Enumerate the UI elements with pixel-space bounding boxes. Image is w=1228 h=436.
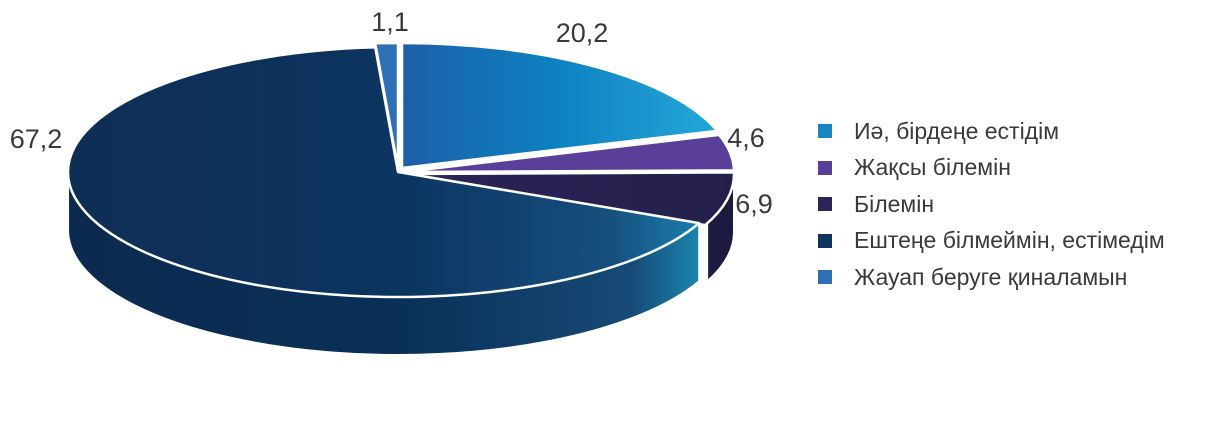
legend-item: Жақсы білемін [818,154,1165,180]
pie-slice [402,133,736,174]
legend-item: Иә, бірдеңе естідім [818,117,1165,144]
legend-label: Ештеңе білмеймін, естімедім [854,227,1165,253]
legend-item: Ештеңе білмеймін, естімедім [818,227,1165,253]
legend-swatch [818,233,832,248]
data-label: 1,1 [371,7,409,37]
data-label: 20,2 [556,18,609,48]
legend-label: Жақсы білемін [854,154,1011,180]
legend-swatch [818,197,832,211]
data-label: 6,9 [735,189,773,219]
legend-swatch [818,124,832,138]
data-label: 67,2 [10,124,63,154]
pie-slice [400,41,719,170]
legend-swatch [818,160,832,175]
legend-item: Жауап беруге қиналамын [818,263,1165,290]
pie-slice [402,171,736,227]
pie-slice [66,46,701,299]
pie-chart: 20,2 4,6 6,9 67,2 1,1 [10,7,773,356]
pie-slice [373,41,400,170]
legend-label: Білемін [854,190,935,217]
data-label: 4,6 [727,123,765,153]
legend-label: Жауап беруге қиналамын [854,263,1128,290]
legend: Иә, бірдеңе естідім Жақсы білемін Білемін Е… [818,117,1165,303]
legend-label: Иә, бірдеңе естідім [854,117,1060,144]
legend-item: Білемін [818,190,1165,217]
legend-swatch [818,270,832,284]
